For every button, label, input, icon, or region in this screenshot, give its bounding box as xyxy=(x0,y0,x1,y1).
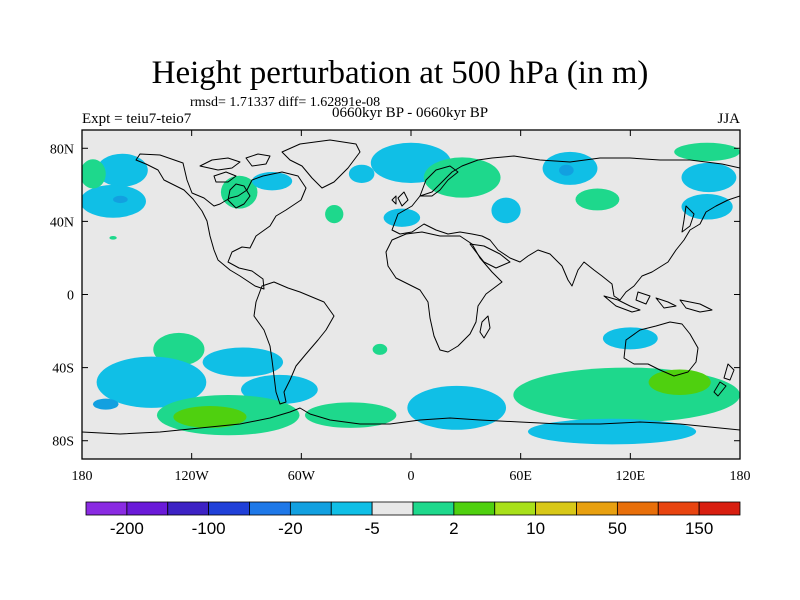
colorbar-swatch xyxy=(535,501,577,516)
coastline-arctic-islands xyxy=(199,153,271,183)
colorbar-swatch xyxy=(167,501,210,516)
anomaly-n-pacific-low-core xyxy=(113,195,128,204)
coastline-arabia xyxy=(469,243,511,269)
anomaly-drake-low xyxy=(241,374,318,405)
anomaly-e-siberia-high xyxy=(674,142,740,162)
coastlines xyxy=(82,139,740,435)
coastline-south-america xyxy=(253,281,335,405)
anomaly-weddell-high xyxy=(304,402,397,428)
y-tick-label: 0 xyxy=(67,289,74,304)
x-tick-label: 120W xyxy=(175,469,210,484)
colorbar-label: -100 xyxy=(192,519,226,538)
coastline-new-zealand xyxy=(713,363,735,397)
anomaly-greenland-low xyxy=(348,164,375,184)
colorbar-label: 150 xyxy=(685,519,713,538)
anomaly-siberia-low-core xyxy=(559,164,574,176)
colorbar-swatch xyxy=(85,501,128,516)
anomaly-australia-low xyxy=(602,327,658,350)
map-title: Height perturbation at 500 hPa (in m) xyxy=(151,55,649,91)
coastline-antarctica xyxy=(82,407,740,435)
x-axis: 180 120W 60W 0 60E 120E 180 xyxy=(72,130,751,484)
x-tick-label: 120E xyxy=(616,469,646,484)
stats-line: rmsd= 1.71337 diff= 1.62891e-08 xyxy=(190,95,381,110)
anomaly-pacific-small-high xyxy=(109,236,117,240)
colorbar-label: 10 xyxy=(526,519,545,538)
colorbar-swatch xyxy=(412,501,455,516)
y-tick-label: 40S xyxy=(52,362,74,377)
anomaly-tasman-high-core xyxy=(648,369,711,396)
coastline-madagascar xyxy=(479,315,491,339)
colorbar-label: -20 xyxy=(278,519,303,538)
colorbar-label: 2 xyxy=(449,519,458,538)
colorbar-swatch xyxy=(249,501,291,516)
coastline-indonesia xyxy=(603,291,713,313)
coastline-australia xyxy=(623,321,699,377)
y-tick-label: 80N xyxy=(50,142,74,157)
anomaly-kamchatka-low xyxy=(681,193,733,220)
anomaly-chile-low xyxy=(202,347,284,377)
anomaly-antarctic-low xyxy=(527,418,697,445)
x-tick-label: 0 xyxy=(408,469,415,484)
anomaly-europe-high xyxy=(423,157,501,198)
anomaly-amundsen-high-core xyxy=(173,405,247,428)
x-tick-label: 180 xyxy=(730,469,751,484)
coastline-british-isles xyxy=(391,191,409,207)
anomaly-layer xyxy=(82,142,740,445)
anomaly-e-siberia-low xyxy=(681,162,737,193)
colorbar-swatch xyxy=(330,501,373,516)
colorbar-swatch xyxy=(289,501,332,516)
coastline-scandinavia xyxy=(419,165,459,197)
coastline-north-america xyxy=(135,153,307,290)
anomaly-s-pacific-low-core xyxy=(92,398,119,410)
anomaly-s-pacific-low xyxy=(96,356,207,408)
x-tick-label: 60E xyxy=(509,469,532,484)
y-axis: 80N 40N 0 40S 80S xyxy=(50,142,740,450)
anomaly-iberia-low xyxy=(383,208,421,227)
colorbar-swatch xyxy=(698,501,741,516)
season-label: JJA xyxy=(717,111,740,127)
colorbar-swatch xyxy=(657,501,700,516)
coastline-greenland xyxy=(281,139,361,189)
x-tick-label: 180 xyxy=(72,469,93,484)
coastline-africa xyxy=(385,231,503,353)
coastline-hudson-bay xyxy=(227,183,251,209)
colorbar: -200 -100 -20 -5 2 10 50 150 xyxy=(85,501,741,538)
experiment-label: Expt = teiu7-teio7 xyxy=(82,111,192,127)
colorbar-swatch xyxy=(576,501,618,516)
colorbar-label: -200 xyxy=(110,519,144,538)
anomaly-w-pacific-high xyxy=(82,159,106,189)
anomaly-canada-low xyxy=(251,172,293,191)
anomaly-atlantic-high xyxy=(325,204,344,224)
anomaly-hudson-high xyxy=(220,175,258,209)
coastline-japan xyxy=(681,205,695,233)
x-tick-label: 60W xyxy=(288,469,316,484)
y-tick-label: 80S xyxy=(52,435,74,450)
colorbar-swatch xyxy=(494,501,537,516)
colorbar-label: -5 xyxy=(365,519,380,538)
colorbar-swatch xyxy=(453,501,496,516)
colorbar-swatch xyxy=(371,501,414,516)
anomaly-s-atlantic-small-high xyxy=(372,343,388,355)
anomaly-n-pacific-east-low xyxy=(96,153,148,187)
colorbar-swatch xyxy=(616,501,659,516)
anomaly-n-pacific-low xyxy=(82,184,146,218)
coastline-eurasia xyxy=(391,155,740,301)
y-tick-label: 40N xyxy=(50,215,74,230)
anomaly-mongolia-high xyxy=(575,188,620,211)
anomaly-caspian-low xyxy=(491,197,521,224)
anomaly-s-atlantic-low xyxy=(407,385,507,430)
anomaly-se-pacific-high xyxy=(153,332,205,366)
colorbar-swatch xyxy=(126,501,169,516)
period-label: 0660kyr BP - 0660kyr BP xyxy=(331,105,489,121)
colorbar-swatch xyxy=(208,501,250,516)
colorbar-label: 50 xyxy=(608,519,627,538)
